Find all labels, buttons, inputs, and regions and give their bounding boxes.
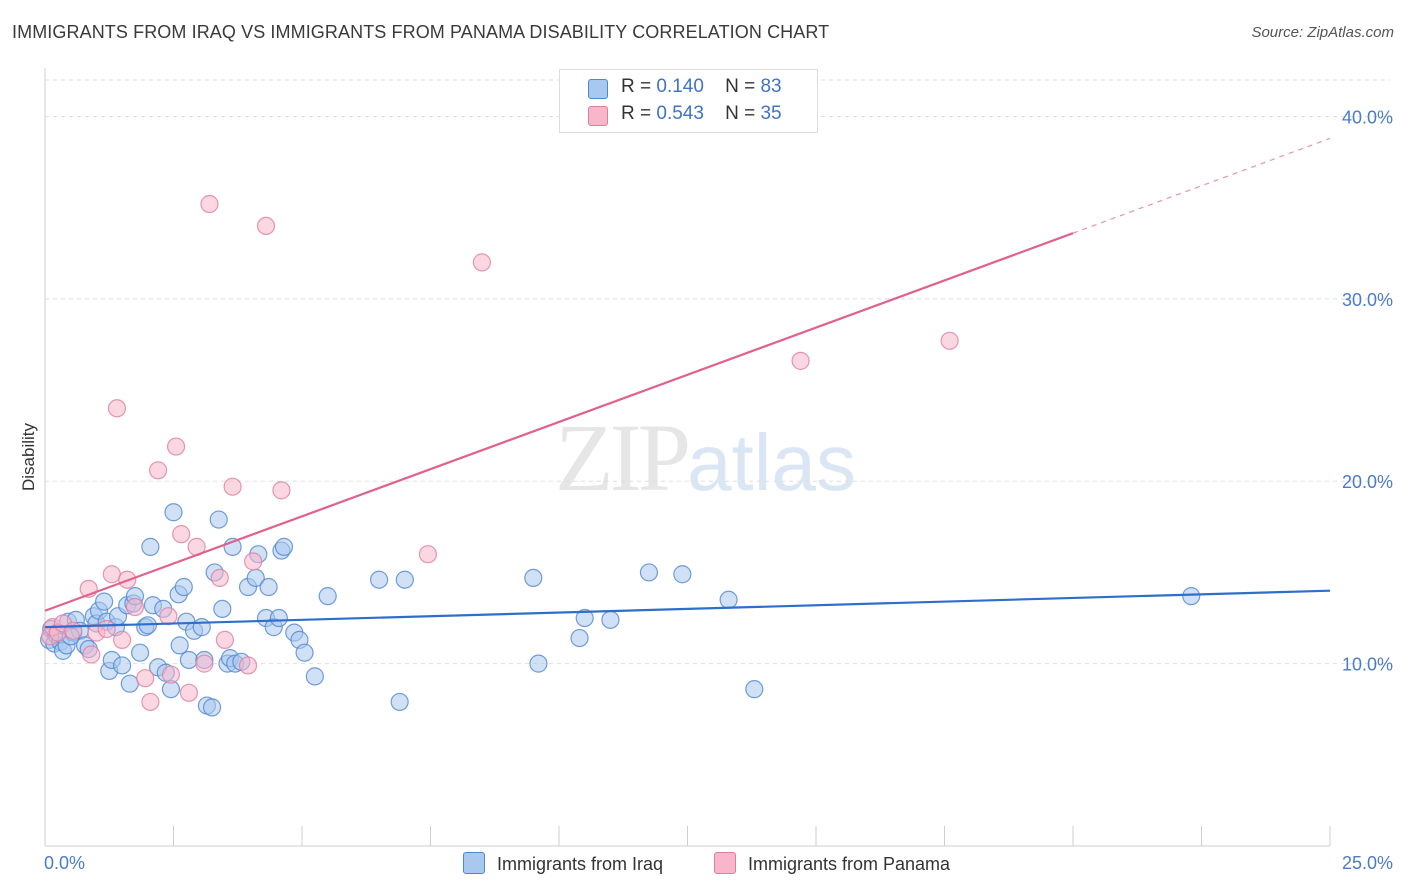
point-panama	[272, 481, 291, 500]
trendline-panama	[44, 232, 1074, 612]
point-iraq	[524, 568, 543, 588]
point-iraq	[719, 590, 738, 609]
point-iraq	[673, 565, 692, 584]
point-panama	[256, 216, 276, 236]
point-iraq	[370, 570, 389, 589]
stats-legend: R = 0.140 N = 83 R = 0.543 N = 35	[559, 69, 818, 133]
point-iraq	[601, 610, 620, 629]
y-tick-label: 20.0%	[1342, 472, 1393, 492]
point-panama	[161, 665, 181, 684]
point-iraq	[179, 650, 199, 670]
trendline-extension-panama	[1072, 137, 1331, 234]
bottom-legend-label-panama: Immigrants from Panama	[748, 854, 951, 874]
point-panama	[179, 683, 199, 702]
point-iraq	[170, 636, 189, 655]
y-tick-label: 10.0%	[1342, 655, 1393, 675]
point-panama	[940, 331, 959, 350]
point-panama	[148, 461, 168, 480]
point-panama	[136, 669, 155, 688]
point-panama	[172, 525, 191, 544]
y-axis-title: Disability	[19, 422, 38, 491]
point-iraq	[274, 537, 294, 556]
bottom-legend-panama: Immigrants from Panama	[714, 852, 950, 875]
bottom-legend-swatch-iraq	[463, 852, 485, 874]
point-panama	[107, 399, 127, 418]
legend-text-iraq: R = 0.140 N = 83	[621, 76, 782, 98]
legend-swatch-panama	[588, 106, 608, 126]
y-tick-label: 40.0%	[1342, 107, 1393, 127]
legend-r-label-panama: R =	[621, 103, 652, 124]
watermark: ZIPatlas	[555, 402, 856, 513]
point-iraq	[130, 643, 150, 662]
point-iraq	[141, 537, 160, 556]
point-iraq	[575, 608, 594, 628]
watermark-atlas: atlas	[687, 418, 856, 507]
point-iraq	[745, 680, 764, 699]
point-iraq	[95, 592, 114, 611]
legend-r-value-iraq: 0.140	[656, 76, 704, 97]
point-panama	[418, 545, 438, 564]
point-iraq	[395, 570, 414, 589]
point-panama	[112, 630, 132, 650]
point-iraq	[305, 667, 324, 686]
point-iraq	[120, 674, 139, 693]
point-iraq	[269, 608, 288, 628]
legend-n-value-panama: 35	[760, 103, 782, 124]
source-label: Source: ZipAtlas.com	[1251, 24, 1394, 41]
point-iraq	[1182, 587, 1201, 606]
x-tick-label-right: 25.0%	[1342, 853, 1393, 873]
point-panama	[210, 568, 229, 588]
point-iraq	[209, 510, 228, 529]
y-tick-label: 30.0%	[1342, 290, 1393, 310]
point-panama	[125, 597, 145, 617]
legend-swatch-iraq	[588, 79, 608, 99]
point-iraq	[164, 503, 183, 522]
point-iraq	[174, 577, 193, 597]
point-panama	[244, 552, 263, 571]
point-panama	[472, 253, 491, 272]
point-iraq	[570, 628, 589, 648]
legend-text-panama: R = 0.543 N = 35	[621, 103, 782, 125]
bottom-legend-swatch-panama	[714, 852, 736, 874]
watermark-zip: ZIP	[555, 404, 691, 511]
bottom-legend-label-iraq: Immigrants from Iraq	[497, 854, 664, 874]
legend-r-label-iraq: R =	[621, 76, 652, 97]
point-panama	[215, 630, 234, 650]
x-tick-label-left: 0.0%	[44, 853, 85, 873]
point-panama	[166, 437, 186, 456]
point-iraq	[318, 587, 337, 606]
point-iraq	[202, 698, 222, 717]
point-panama	[97, 619, 116, 639]
legend-r-value-panama: 0.543	[656, 103, 704, 124]
legend-n-label-panama: N =	[725, 103, 756, 124]
legend-n-label-iraq: N =	[725, 76, 756, 97]
point-iraq	[112, 656, 132, 675]
point-panama	[223, 477, 242, 496]
legend-n-value-iraq: 83	[760, 76, 782, 97]
point-panama	[238, 656, 258, 675]
point-panama	[159, 607, 178, 626]
bottom-legend-iraq: Immigrants from Iraq	[463, 852, 663, 875]
point-panama	[102, 565, 121, 584]
point-panama	[195, 654, 214, 673]
point-panama	[82, 645, 101, 664]
chart-title: IMMIGRANTS FROM IRAQ VS IMMIGRANTS FROM …	[12, 22, 830, 42]
point-panama	[200, 194, 219, 214]
point-iraq	[192, 618, 211, 637]
point-iraq	[213, 599, 232, 619]
point-panama	[141, 692, 160, 712]
point-iraq	[259, 577, 278, 597]
trendline-iraq	[44, 589, 1331, 629]
point-panama	[791, 351, 810, 370]
point-iraq	[390, 692, 409, 712]
point-iraq	[295, 643, 314, 662]
point-panama	[64, 621, 83, 640]
point-iraq	[639, 563, 659, 582]
point-iraq	[529, 654, 548, 673]
